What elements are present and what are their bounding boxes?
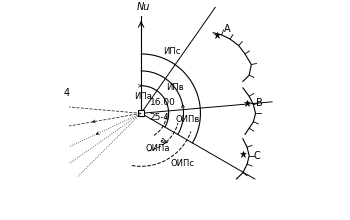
- Text: Nu: Nu: [136, 2, 150, 11]
- Text: ИПв: ИПв: [167, 83, 184, 92]
- Text: ОИПс: ОИПс: [171, 159, 195, 168]
- Text: ИПс: ИПс: [163, 47, 181, 56]
- Text: ОИПв: ОИПв: [175, 115, 199, 124]
- Text: 25˗4: 25˗4: [149, 113, 169, 122]
- Text: B: B: [256, 98, 262, 108]
- Text: A: A: [224, 24, 230, 33]
- Text: C: C: [253, 151, 260, 161]
- Text: ОИПа: ОИПа: [145, 145, 170, 154]
- Text: 16.00: 16.00: [149, 98, 175, 107]
- Text: 4: 4: [64, 88, 70, 98]
- Text: ИПа: ИПа: [134, 92, 152, 101]
